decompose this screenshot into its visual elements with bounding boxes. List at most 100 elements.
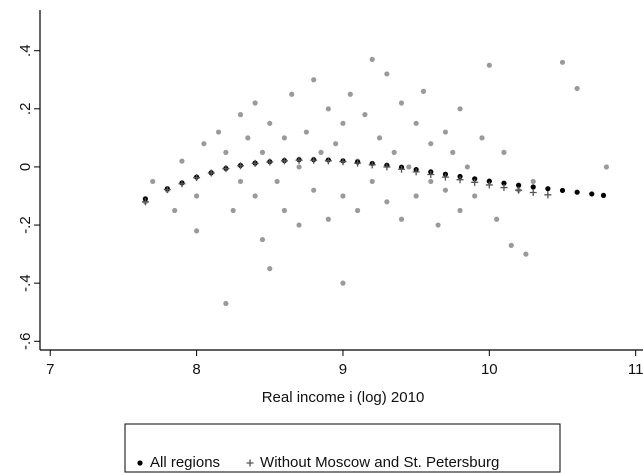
point [450,149,456,155]
point [530,184,536,190]
point [398,216,405,222]
point [303,129,309,135]
point [172,207,178,214]
plus-marker [368,161,376,169]
point [325,106,331,112]
point [442,129,449,135]
point [413,193,419,199]
point [311,77,317,83]
point [252,193,258,199]
plus-marker [441,173,449,181]
x-tick-label: 11 [628,361,643,378]
point [289,91,295,97]
point [574,189,580,195]
point [230,207,236,214]
point [574,85,580,92]
plus-marker [500,184,508,192]
plus-marker [163,186,171,194]
point [223,300,229,307]
point [259,149,266,155]
plus-marker [339,158,347,166]
x-axis-label: Real income i (log) 2010 [262,389,425,406]
plus-marker [246,459,254,467]
point [281,207,288,214]
point [464,164,470,170]
point [398,100,405,106]
point [237,112,244,118]
point [194,193,200,199]
point [530,178,536,185]
legend-box [124,423,561,473]
point [223,149,229,155]
plus-marker [456,176,464,184]
point [559,59,566,65]
point [486,178,492,184]
point [384,199,390,205]
point [435,222,441,228]
point [340,120,346,126]
point [479,135,485,141]
plus-marker [412,168,420,176]
plus-marker [383,163,391,171]
point [376,135,383,141]
point [369,178,375,185]
point [347,91,353,97]
point [428,178,434,185]
point [384,71,390,77]
plus-marker [471,178,479,186]
plus-marker [398,165,406,173]
point [237,178,244,185]
y-tick-label: .2 [17,103,34,116]
plus-marker [427,170,435,178]
point [325,216,331,222]
point [252,100,258,106]
point [472,193,478,199]
y-tick-label: 0 [17,163,34,171]
point [486,62,492,68]
point [296,164,302,170]
point [150,178,156,185]
plus-marker [178,180,186,188]
point [428,141,434,147]
plus-marker [295,156,303,164]
point [494,216,500,222]
plus-marker [207,169,215,177]
plus-marker [237,162,245,170]
point [179,158,185,164]
legend-label: Without Moscow and St. Petersburg [260,454,499,471]
y-tick-label: .4 [17,44,34,57]
plus-marker [354,159,362,167]
point [603,164,610,170]
point [501,180,507,186]
y-tick-label: -.4 [17,274,34,292]
point [245,135,251,141]
point [333,141,339,147]
point [515,182,522,188]
point [420,88,427,94]
point [457,207,463,214]
point [589,191,595,197]
point [318,149,324,155]
plus-marker [515,186,523,194]
plus-marker [141,198,149,206]
plus-marker [529,188,537,196]
plus-marker [266,158,274,166]
point [267,266,273,272]
point [600,192,607,199]
point [215,129,222,135]
plus-marker [544,191,552,199]
point [523,251,529,257]
point [508,242,514,248]
point [362,112,368,118]
y-tick-label: -.2 [17,216,34,234]
point [201,141,207,147]
y-tick-label: -.6 [17,333,34,351]
point [406,164,412,170]
point [274,178,280,185]
plus-marker [280,157,288,165]
point [391,149,397,155]
plus-marker [310,156,318,164]
x-tick-label: 9 [339,361,347,378]
point [340,193,346,199]
